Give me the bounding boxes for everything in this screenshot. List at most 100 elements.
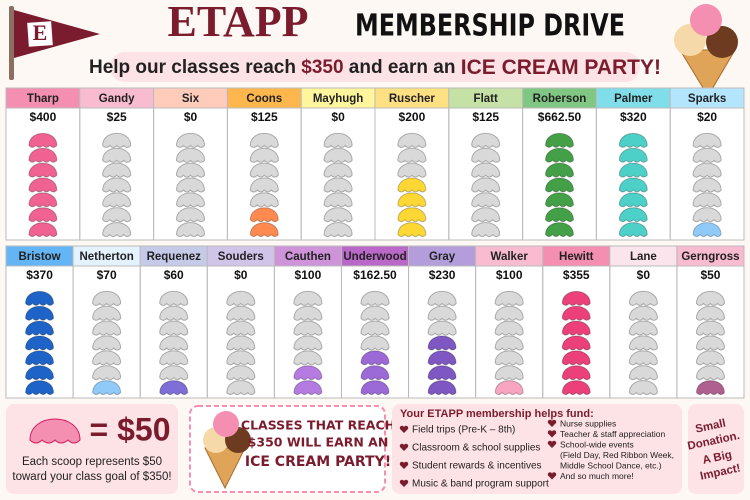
class-amount: $100 xyxy=(496,268,523,282)
scoop-empty xyxy=(102,177,132,193)
subtitle-banner xyxy=(110,52,640,82)
scoop-note: Each scoop represents $50 xyxy=(22,456,162,468)
scoop-empty xyxy=(92,320,122,336)
scoop-filled xyxy=(618,192,648,208)
fund-item: Teacher & staff appreciation xyxy=(560,429,665,439)
scoop-filled xyxy=(397,192,427,208)
scoop-empty xyxy=(175,207,206,223)
ice-cream-cone xyxy=(674,4,738,97)
scoop-empty xyxy=(494,350,524,366)
scoop-empty xyxy=(102,162,132,178)
class-amount: $355 xyxy=(563,268,590,282)
scoop-empty xyxy=(471,162,501,178)
scoop-empty xyxy=(397,132,427,148)
scoop-filled xyxy=(25,305,55,321)
fund-item: Music & band program support xyxy=(412,479,549,490)
scoop-empty xyxy=(226,305,256,321)
scoop-filled xyxy=(544,222,575,238)
scoop-empty xyxy=(471,147,501,163)
scoop-filled xyxy=(427,365,457,381)
scoop-filled xyxy=(25,290,55,306)
scoop-empty xyxy=(494,320,524,336)
class-column xyxy=(669,107,745,241)
scoop-filled xyxy=(397,222,427,238)
subtitle: Help our classes reach $350 and earn an … xyxy=(89,56,661,79)
class-name: Mayhugh xyxy=(313,93,363,105)
scoop-empty xyxy=(628,290,658,306)
scoop-empty xyxy=(695,335,725,351)
subtitle-part: ICE CREAM PARTY! xyxy=(461,56,661,79)
scoop-empty xyxy=(92,350,122,366)
scoop-empty xyxy=(692,162,722,178)
heart-bullet xyxy=(547,430,557,438)
class-name: Six xyxy=(182,93,200,105)
scoop-empty xyxy=(471,177,501,193)
class-amount: $662.50 xyxy=(538,110,582,124)
scoop-filled xyxy=(25,335,55,351)
heart-bullet xyxy=(399,425,409,433)
class-name: Netherton xyxy=(79,251,133,263)
scoop-empty xyxy=(102,207,132,223)
heart-bullet xyxy=(547,472,557,480)
scoop-filled xyxy=(561,380,591,396)
class-amount: $100 xyxy=(295,268,322,282)
class-name: Flatt xyxy=(474,93,498,105)
class-name: Souders xyxy=(218,251,264,263)
legend-scoop xyxy=(29,418,81,444)
scoop-empty xyxy=(471,207,501,223)
scoop-empty xyxy=(159,320,189,336)
class-name: Gerngross xyxy=(681,251,739,263)
scoop-empty xyxy=(102,132,132,148)
class-amount: $60 xyxy=(164,268,184,282)
scoop-filled xyxy=(28,162,58,178)
scoop-empty xyxy=(695,365,725,381)
scoop-empty xyxy=(323,147,353,163)
scoop-empty xyxy=(628,365,658,381)
scoop-empty xyxy=(494,290,524,306)
scoop-empty xyxy=(159,335,189,351)
scoop-filled xyxy=(544,147,575,163)
scoop-empty xyxy=(175,162,206,178)
scoop-filled xyxy=(544,177,575,193)
scoop-filled xyxy=(360,350,390,366)
scoop-filled xyxy=(494,380,524,396)
scoop-filled xyxy=(561,335,591,351)
class-amount: $0 xyxy=(184,110,198,124)
scoop-empty xyxy=(427,305,457,321)
class-name: Sparks xyxy=(688,93,726,105)
scoop-filled xyxy=(293,365,323,381)
scoop-filled xyxy=(25,350,55,366)
scoop-empty xyxy=(692,192,722,208)
fund-item: (Field Day, Red Ribbon Week, xyxy=(560,450,674,460)
scoop-empty xyxy=(102,222,132,238)
promo-line: $350 WILL EARN AN xyxy=(248,435,389,450)
fund-item: Field trips (Pre-K – 8th) xyxy=(412,425,515,436)
scoop-empty xyxy=(360,335,390,351)
scoop-filled xyxy=(561,365,591,381)
class-column xyxy=(676,265,745,399)
subtitle-part: $350 xyxy=(301,57,343,78)
scoop-filled xyxy=(25,380,55,396)
class-name: Roberson xyxy=(533,93,587,105)
scoop-empty xyxy=(293,290,323,306)
scoop-filled xyxy=(92,380,122,396)
scoop-empty xyxy=(249,192,279,208)
scoop-empty xyxy=(249,177,279,193)
scoop-filled xyxy=(427,350,457,366)
class-amount: $230 xyxy=(429,268,456,282)
scoop-empty xyxy=(628,335,658,351)
scoop-filled xyxy=(561,320,591,336)
scoop-empty xyxy=(494,335,524,351)
scoop-empty xyxy=(249,147,279,163)
scoop-filled xyxy=(25,320,55,336)
scoop-empty xyxy=(293,335,323,351)
scoop-filled xyxy=(293,380,323,396)
scoop-empty xyxy=(692,147,722,163)
scoop-empty xyxy=(360,305,390,321)
heart-bullet xyxy=(399,461,409,469)
scoop-empty xyxy=(397,162,427,178)
class-amount: $50 xyxy=(700,268,720,282)
class-amount: $200 xyxy=(399,110,426,124)
scoop-empty xyxy=(226,365,256,381)
